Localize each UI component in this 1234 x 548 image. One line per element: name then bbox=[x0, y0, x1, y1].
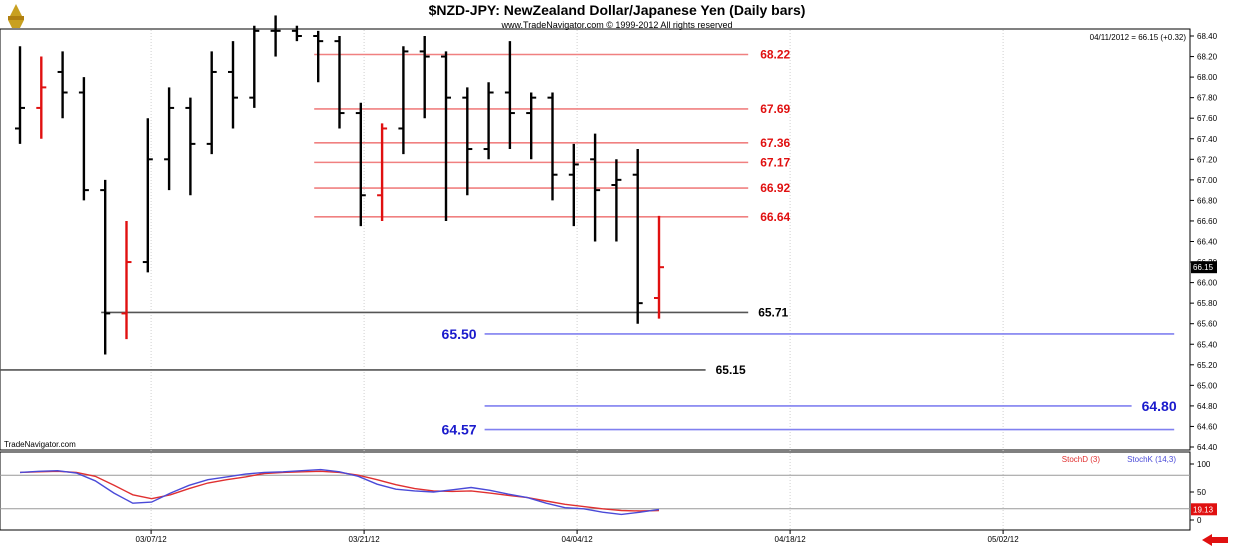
scroll-right-arrow-icon[interactable] bbox=[1200, 534, 1230, 546]
ohlc-bar bbox=[398, 46, 409, 155]
date-axis: 03/07/12 03/21/12 04/04/12 04/18/12 05/02/12 bbox=[136, 530, 1020, 544]
stoch-panel-frame bbox=[0, 451, 1191, 531]
ohlc-bar bbox=[355, 102, 366, 227]
stoch-tick-label: 0 bbox=[1197, 516, 1202, 525]
date-label: 04/18/12 bbox=[775, 535, 807, 544]
price-tick-label: 64.60 bbox=[1197, 422, 1218, 431]
ohlc-bar bbox=[313, 30, 324, 83]
ohlc-bar bbox=[249, 25, 260, 108]
stoch-tick-label: 50 bbox=[1197, 488, 1206, 497]
price-tick-label: 68.40 bbox=[1197, 32, 1218, 41]
price-axis: 68.40 68.20 68.00 67.80 67.60 67.40 67.20 67.00… bbox=[1190, 32, 1218, 452]
price-tick-label: 65.80 bbox=[1197, 299, 1218, 308]
current-price-box bbox=[1191, 261, 1217, 274]
date-label: 04/04/12 bbox=[562, 535, 594, 544]
level-label-67.36: 67.36 bbox=[760, 136, 790, 150]
ohlc-bar bbox=[270, 15, 281, 57]
price-tick-label: 66.80 bbox=[1197, 196, 1218, 205]
grid-layer bbox=[150, 30, 1004, 530]
ohlc-bar bbox=[526, 92, 537, 160]
ohlc-bar bbox=[568, 143, 579, 227]
ohlc-bar bbox=[36, 56, 47, 139]
level-label-65.50: 65.50 bbox=[442, 326, 477, 342]
price-tick-label: 68.00 bbox=[1197, 73, 1218, 82]
level-label-66.92: 66.92 bbox=[760, 181, 790, 195]
stoch-k-legend: StochK (14,3) bbox=[1127, 455, 1176, 464]
price-tick-label: 67.80 bbox=[1197, 94, 1218, 103]
ohlc-bar bbox=[441, 51, 451, 221]
price-tick-label: 68.20 bbox=[1197, 53, 1218, 62]
date-label: 03/21/12 bbox=[349, 535, 381, 544]
ohlc-bar bbox=[462, 87, 473, 196]
price-tick-label: 67.00 bbox=[1197, 176, 1218, 185]
levels-layer: 68.22 67.69 67.36 67.17 66.92 66.64 65.71 65.50… bbox=[0, 47, 1177, 438]
stoch-d-line bbox=[19, 470, 660, 512]
price-tick-label: 66.00 bbox=[1197, 279, 1218, 288]
level-label-65.71: 65.71 bbox=[758, 305, 788, 319]
stoch-d-legend: StochD (3) bbox=[1062, 455, 1101, 464]
ohlc-bar bbox=[419, 36, 430, 119]
stoch-k-line bbox=[19, 468, 660, 516]
price-tick-label: 65.20 bbox=[1197, 361, 1218, 370]
level-label-67.17: 67.17 bbox=[760, 155, 790, 169]
level-label-67.69: 67.69 bbox=[760, 102, 790, 116]
ohlc-bar bbox=[590, 133, 601, 242]
ohlc-bar bbox=[121, 220, 132, 340]
price-tick-label: 65.60 bbox=[1197, 320, 1218, 329]
price-tick-label: 64.40 bbox=[1197, 443, 1218, 452]
quote-readout: 04/11/2012 = 66.15 (+0.32) bbox=[1090, 33, 1187, 42]
price-bars bbox=[15, 15, 664, 355]
price-tick-label: 64.80 bbox=[1197, 402, 1218, 411]
price-panel-frame bbox=[0, 28, 1191, 451]
ohlc-bar bbox=[547, 92, 558, 201]
ohlc-bar bbox=[654, 215, 664, 319]
price-tick-label: 65.00 bbox=[1197, 381, 1218, 390]
stoch-value-label: 19.13 bbox=[1193, 505, 1214, 514]
price-tick-label: 67.60 bbox=[1197, 114, 1218, 123]
price-tick-label: 65.40 bbox=[1197, 340, 1218, 349]
ohlc-bar bbox=[78, 77, 89, 201]
price-tick-label: 67.40 bbox=[1197, 135, 1218, 144]
level-label-66.64: 66.64 bbox=[760, 210, 790, 224]
copyright-text: www.TradeNavigator.com © 1999-2012 All r… bbox=[501, 20, 733, 30]
date-label: 03/07/12 bbox=[136, 535, 168, 544]
stoch-tick-label: 100 bbox=[1197, 460, 1211, 469]
ohlc-bar bbox=[185, 97, 196, 196]
ohlc-bar bbox=[334, 36, 345, 129]
watermark-text: TradeNavigator.com bbox=[4, 440, 76, 449]
ohlc-bar bbox=[291, 25, 302, 42]
ohlc-bar bbox=[206, 51, 217, 155]
level-label-64.57: 64.57 bbox=[442, 422, 477, 438]
ohlc-bar bbox=[15, 46, 25, 144]
chart-title: $NZD-JPY: NewZealand Dollar/Japanese Yen… bbox=[429, 2, 806, 18]
ohlc-bar bbox=[57, 51, 68, 119]
level-label-64.80: 64.80 bbox=[1142, 398, 1177, 414]
level-label-68.22: 68.22 bbox=[760, 47, 790, 61]
ohlc-bar bbox=[377, 123, 388, 221]
date-label: 05/02/12 bbox=[988, 535, 1020, 544]
price-tick-label: 66.60 bbox=[1197, 217, 1218, 226]
ohlc-bar bbox=[164, 87, 175, 191]
ohlc-bar bbox=[632, 149, 643, 324]
ohlc-bar bbox=[483, 82, 494, 160]
chart-logo bbox=[8, 4, 24, 28]
ohlc-bar bbox=[100, 179, 111, 355]
ohlc-bar bbox=[611, 159, 622, 242]
ohlc-bar bbox=[504, 41, 515, 150]
ohlc-bar bbox=[228, 41, 238, 129]
stoch-value-box bbox=[1191, 503, 1217, 516]
price-tick-label: 66.40 bbox=[1197, 238, 1218, 247]
ohlc-bar bbox=[142, 118, 153, 273]
level-label-65.15: 65.15 bbox=[716, 363, 746, 377]
stochastic-panel: StochD (3) StochK (14,3) 100 50 0 19.13 bbox=[0, 455, 1217, 525]
price-tick-label: 67.20 bbox=[1197, 155, 1218, 164]
current-price-label: 66.15 bbox=[1193, 263, 1214, 272]
